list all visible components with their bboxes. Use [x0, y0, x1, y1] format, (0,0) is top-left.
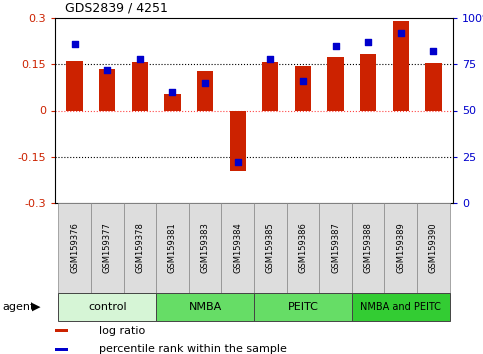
- Text: GSM159389: GSM159389: [397, 223, 405, 273]
- Point: [169, 89, 176, 95]
- FancyBboxPatch shape: [417, 203, 450, 293]
- Point: [299, 78, 307, 84]
- FancyBboxPatch shape: [286, 203, 319, 293]
- FancyBboxPatch shape: [254, 203, 286, 293]
- Bar: [132, 62, 148, 110]
- Bar: [229, 110, 246, 171]
- FancyBboxPatch shape: [352, 203, 384, 293]
- Point: [397, 30, 405, 36]
- Text: PEITC: PEITC: [287, 302, 318, 312]
- Bar: [164, 93, 181, 110]
- Point: [267, 56, 274, 62]
- FancyBboxPatch shape: [384, 203, 417, 293]
- Text: GSM159387: GSM159387: [331, 223, 340, 273]
- FancyBboxPatch shape: [58, 293, 156, 321]
- Bar: [327, 57, 344, 110]
- Bar: [55, 329, 68, 332]
- FancyBboxPatch shape: [124, 203, 156, 293]
- Text: log ratio: log ratio: [99, 325, 145, 336]
- Text: percentile rank within the sample: percentile rank within the sample: [99, 344, 286, 354]
- Text: GSM159388: GSM159388: [364, 223, 373, 273]
- Point: [71, 41, 78, 47]
- Text: NMBA: NMBA: [188, 302, 222, 312]
- Point: [429, 48, 437, 54]
- Point: [364, 39, 372, 45]
- Text: GDS2839 / 4251: GDS2839 / 4251: [65, 1, 168, 15]
- Point: [201, 80, 209, 86]
- FancyBboxPatch shape: [91, 203, 124, 293]
- FancyBboxPatch shape: [221, 203, 254, 293]
- Bar: [197, 71, 213, 110]
- Point: [136, 56, 143, 62]
- Text: ▶: ▶: [32, 302, 41, 312]
- Text: GSM159385: GSM159385: [266, 223, 275, 273]
- Bar: [99, 69, 115, 110]
- Text: GSM159378: GSM159378: [135, 223, 144, 273]
- Bar: [425, 63, 441, 110]
- FancyBboxPatch shape: [156, 293, 254, 321]
- Bar: [55, 348, 68, 351]
- Text: GSM159390: GSM159390: [429, 223, 438, 273]
- Bar: [360, 55, 376, 110]
- Text: GSM159376: GSM159376: [70, 223, 79, 273]
- Point: [332, 43, 340, 48]
- FancyBboxPatch shape: [156, 203, 189, 293]
- Text: GSM159384: GSM159384: [233, 223, 242, 273]
- Bar: [67, 61, 83, 110]
- Text: GSM159386: GSM159386: [298, 223, 308, 273]
- Text: NMBA and PEITC: NMBA and PEITC: [360, 302, 441, 312]
- FancyBboxPatch shape: [189, 203, 221, 293]
- Point: [234, 159, 242, 165]
- FancyBboxPatch shape: [319, 203, 352, 293]
- Text: GSM159383: GSM159383: [200, 223, 210, 273]
- FancyBboxPatch shape: [254, 293, 352, 321]
- Bar: [295, 67, 311, 110]
- Text: control: control: [88, 302, 127, 312]
- Bar: [393, 21, 409, 110]
- Point: [103, 67, 111, 73]
- FancyBboxPatch shape: [352, 293, 450, 321]
- FancyBboxPatch shape: [58, 203, 91, 293]
- Text: GSM159381: GSM159381: [168, 223, 177, 273]
- Text: agent: agent: [2, 302, 35, 312]
- Bar: [262, 62, 279, 110]
- Text: GSM159377: GSM159377: [103, 223, 112, 273]
